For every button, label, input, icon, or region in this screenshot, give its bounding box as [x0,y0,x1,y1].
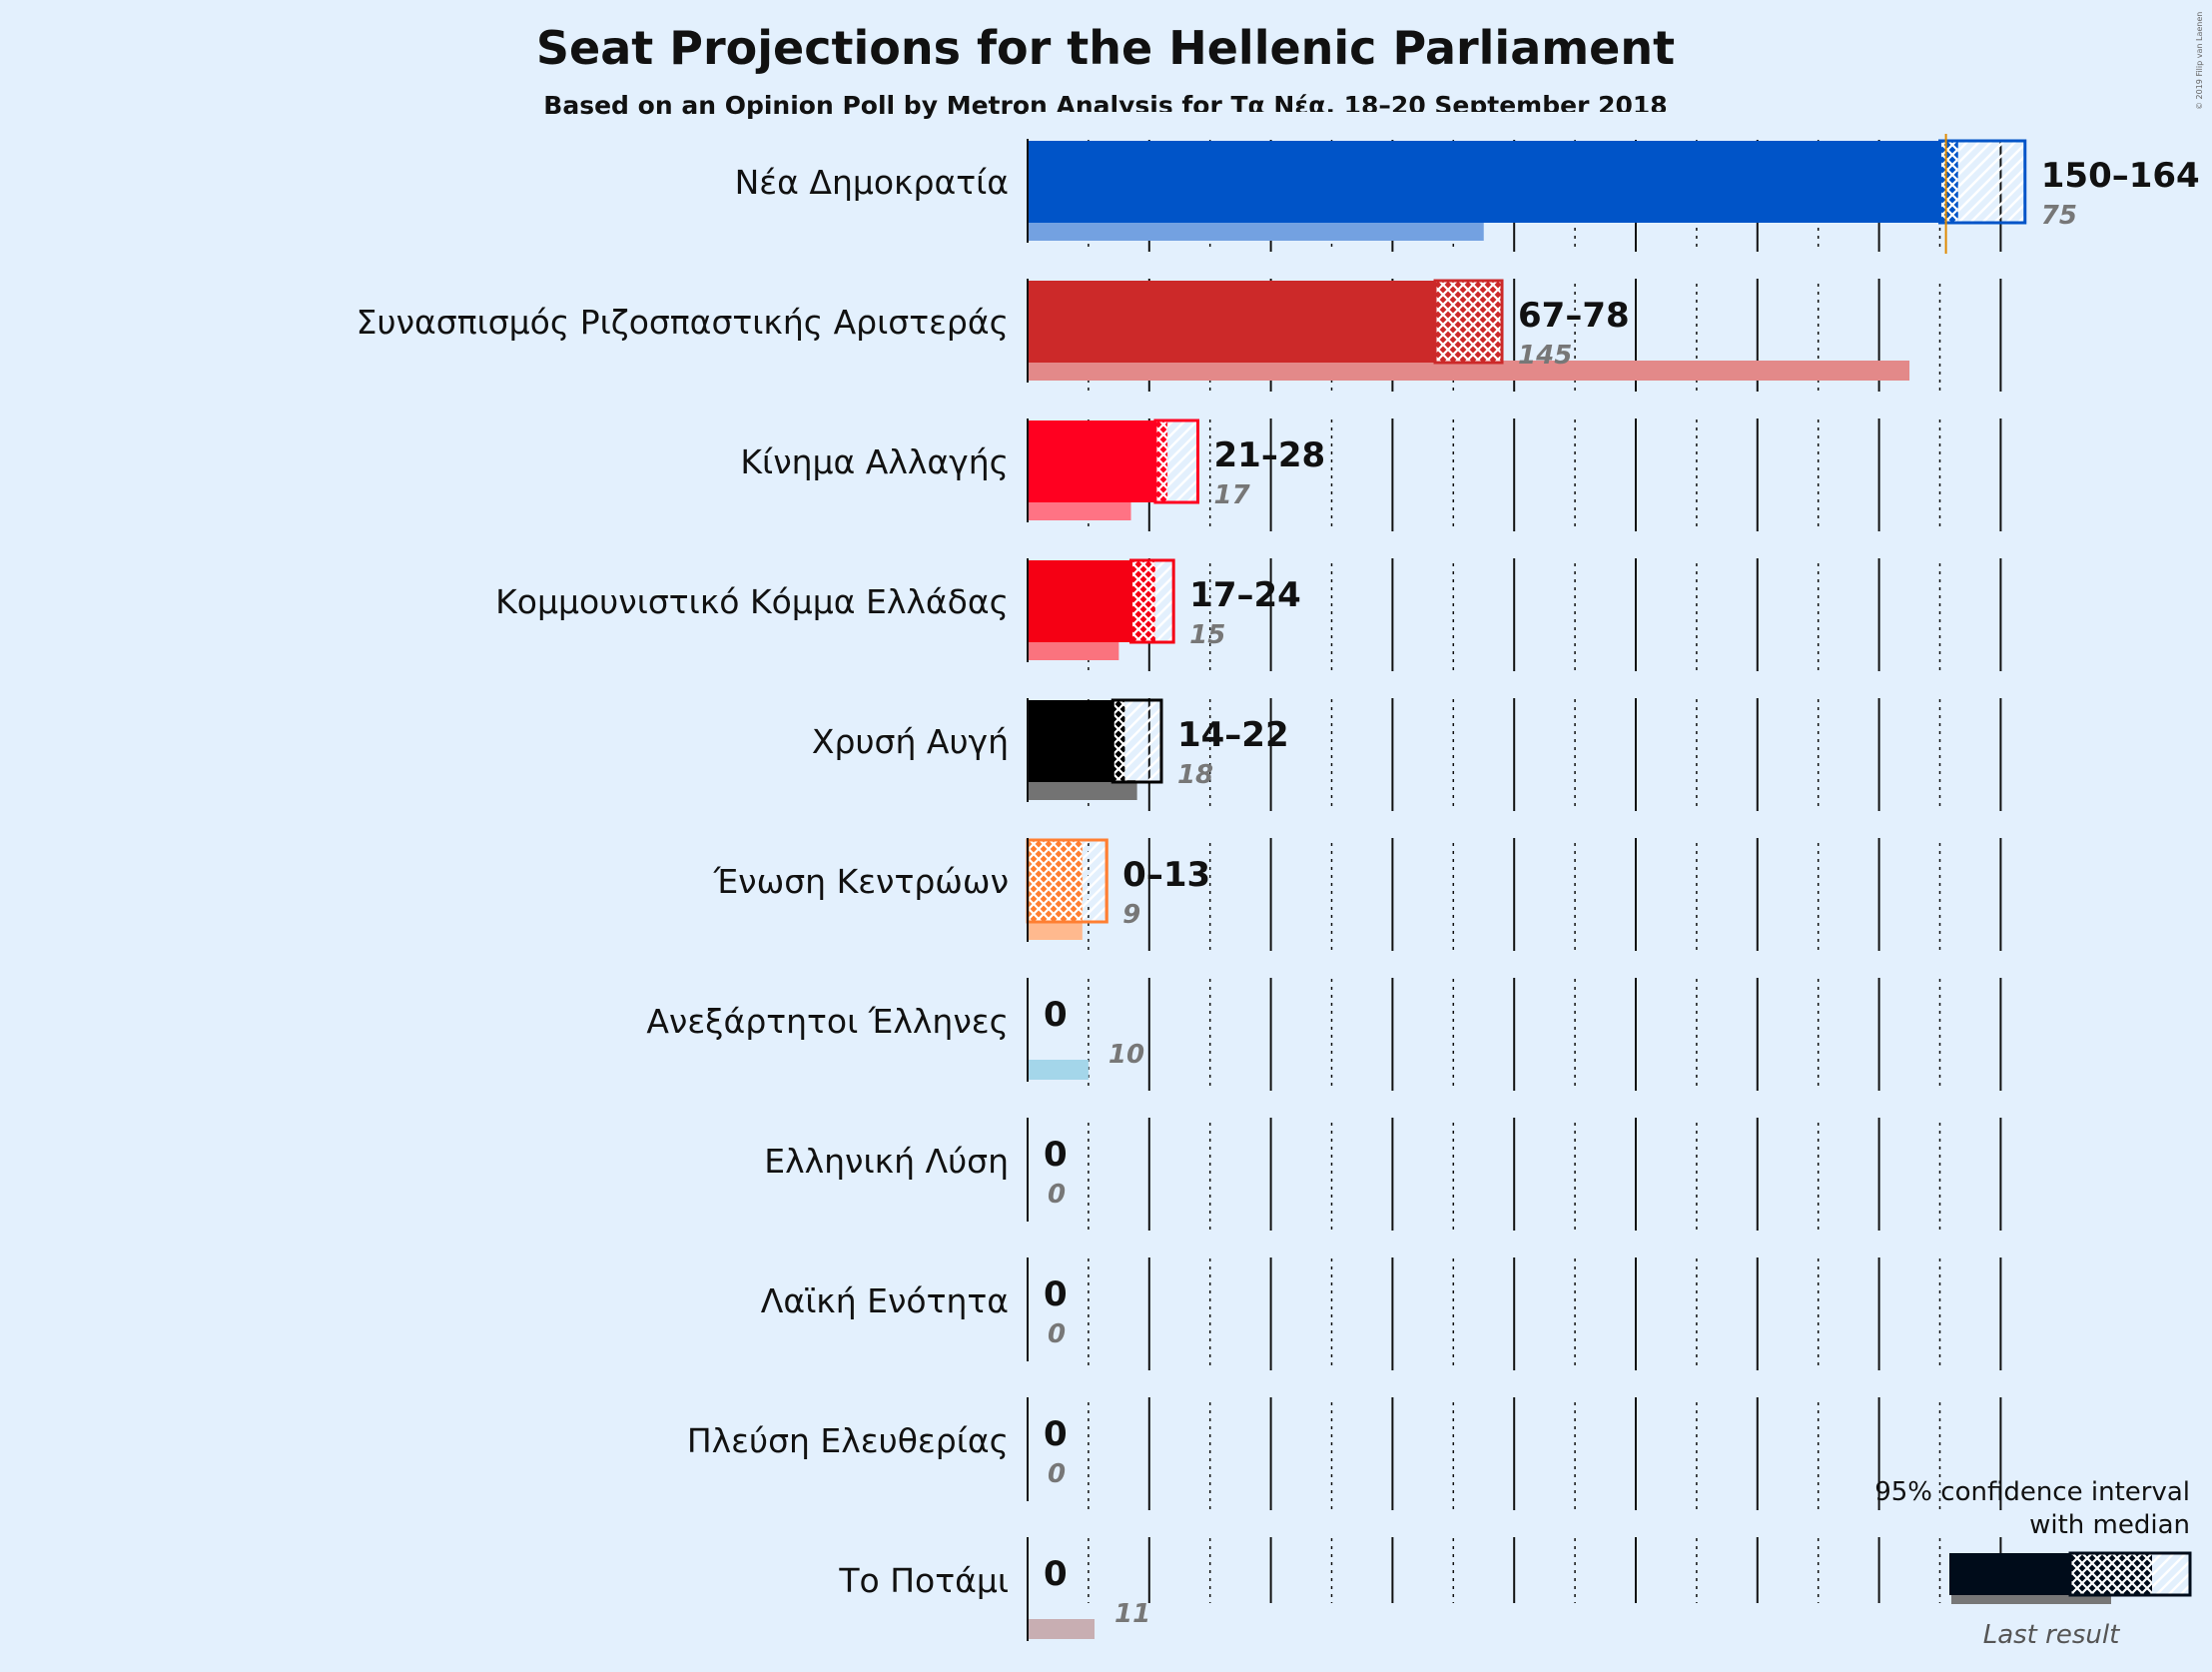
range-label: 0 [1044,1135,1068,1175]
party-label: Νέα Δημοκρατία [735,163,1009,202]
ci-lower-hatch [1028,840,1083,922]
last-result-bar [1028,640,1119,660]
copyright-note: © 2019 Filip van Laenen [2195,12,2204,110]
row-gap [1026,951,2060,978]
range-label: 67–78 [1518,296,1630,336]
party-label: Ένωση Κεντρώων [713,862,1009,901]
range-label: 0 [1044,995,1068,1035]
ci-solid-bar [1028,281,1436,363]
last-result-label: 17 [1214,480,1251,510]
bar-row: Συνασπισμός Ριζοσπαστικής Αριστεράς 67–78… [357,252,2060,383]
chart-title: Seat Projections for the Hellenic Parlia… [536,21,1675,75]
legend-last-result-label: Last result [1983,1620,2120,1650]
party-label: Ανεξάρτητοι Έλληνες [646,1002,1009,1041]
party-label: Χρυσή Αυγή [812,722,1009,761]
last-result-bar [1028,221,1484,241]
ci-outline [1110,698,1163,784]
last-result-bar [1028,361,1910,381]
last-result-bar [1028,1060,1089,1080]
last-result-label: 18 [1177,760,1213,790]
ci-outline [1129,558,1175,644]
party-label: Κίνημα Αλλαγής [740,442,1009,481]
ci-upper-hatch [1154,560,1174,642]
row-gap [1026,392,2060,418]
last-result-label: 0 [1048,1459,1066,1489]
legend-diag-part [2152,1553,2190,1595]
range-label: 14–22 [1177,715,1289,755]
ci-upper-hatch [1957,141,2025,223]
legend-solid-part [1949,1553,2070,1595]
last-result-bar [1028,780,1137,800]
ci-solid-bar [1028,141,1940,223]
gridlines [1088,140,2002,1603]
last-result-bar [1028,920,1083,940]
bar-row: Ανεξάρτητοι Έλληνες 0 10 [646,951,2060,1082]
range-label: 0 [1044,1274,1068,1314]
legend-title-line2: with median [2029,1510,2190,1540]
row-gap [1026,1510,2060,1537]
last-result-bar [1028,500,1131,520]
last-result-label: 15 [1189,620,1225,650]
bar-row: Το Ποτάμι 0 11 [838,1510,2060,1641]
ci-outline [1433,279,1504,365]
row-gap [1026,671,2060,698]
bar-row: Ένωση Κεντρώων 0–13 9 [713,811,2060,942]
last-result-label: 0 [1048,1319,1066,1349]
bar-row: Ελληνική Λύση 0 0 [764,1091,2060,1222]
party-label: Συνασπισμός Ριζοσπαστικής Αριστεράς [357,303,1009,342]
ci-lower-hatch [1435,281,1503,363]
party-label: Πλεύση Ελευθερίας [687,1421,1009,1460]
ci-lower-hatch [1154,420,1168,502]
range-label: 0 [1044,1554,1068,1594]
row-gap [1026,811,2060,838]
legend-title-line1: 95% confidence interval [1874,1477,2190,1507]
last-result-label: 75 [2041,201,2077,231]
ci-outline [1153,418,1200,504]
ci-upper-hatch [1124,700,1161,782]
bar-row: Λαϊκή Ενότητα 0 0 [761,1231,2060,1361]
party-label: Λαϊκή Ενότητα [761,1281,1009,1320]
ci-upper-hatch [1082,840,1107,922]
row-gap [1026,112,2060,139]
range-label: 21–28 [1214,435,1326,475]
last-result-label: 11 [1114,1599,1150,1629]
row-gap [1026,1231,2060,1257]
bar-rows: Νέα Δημοκρατία 150–164 75 Συνασπισμός Ριζοσ… [357,112,2200,1641]
bar-row: Νέα Δημοκρατία 150–164 75 [735,112,2200,243]
ci-lower-hatch [1130,560,1155,642]
bar-row: Πλεύση Ελευθερίας 0 0 [687,1370,2060,1501]
legend: 95% confidence interval with median Last… [1874,1477,2192,1650]
bar-row: Κομμουνιστικό Κόμμα Ελλάδας 17–24 15 [495,531,2060,662]
row-gap [1026,531,2060,558]
bar-row: Κίνημα Αλλαγής 21–28 17 [740,392,2060,522]
range-label: 17–24 [1189,575,1301,615]
last-result-label: 145 [1518,341,1572,371]
ci-lower-hatch [1939,141,1958,223]
row-gap [1026,1091,2060,1118]
legend-cross-hatch [2070,1553,2152,1595]
ci-lower-hatch [1112,700,1125,782]
last-result-label: 10 [1108,1040,1144,1070]
range-label: 0 [1044,1414,1068,1454]
last-result-label: 0 [1048,1180,1066,1210]
row-gap [1026,1370,2060,1397]
ci-solid-bar [1028,420,1155,502]
legend-outline [2068,1551,2192,1597]
ci-solid-bar [1028,700,1113,782]
last-result-bar [1028,1619,1095,1639]
last-result-label: 9 [1122,900,1140,930]
ci-upper-hatch [1167,420,1198,502]
ci-outline [1938,139,2027,225]
party-label: Ελληνική Λύση [764,1142,1009,1181]
party-label: Το Ποτάμι [838,1561,1009,1600]
range-label: 0–13 [1122,855,1210,895]
ci-solid-bar [1028,560,1131,642]
row-gap [1026,252,2060,279]
party-label: Κομμουνιστικό Κόμμα Ελλάδας [495,582,1009,621]
range-label: 150–164 [2041,156,2200,196]
bar-row: Χρυσή Αυγή 14–22 18 [812,671,2060,802]
